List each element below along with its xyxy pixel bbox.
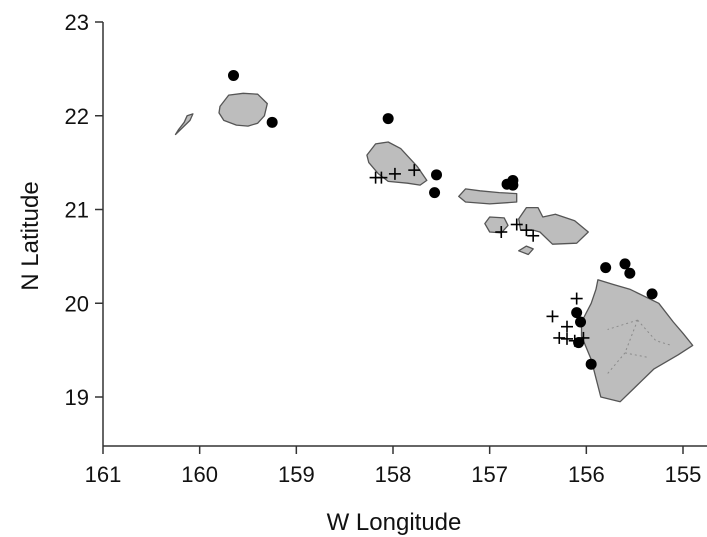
- molokai-island: [458, 188, 518, 205]
- x-tick-label: 160: [181, 462, 218, 487]
- circle-data-point: [646, 288, 658, 300]
- circle-data-point: [575, 316, 587, 328]
- x-axis-title: W Longitude: [327, 509, 462, 536]
- x-tick-label: 159: [278, 462, 315, 487]
- plus-data-point: [495, 226, 508, 238]
- plus-data-point: [527, 229, 540, 242]
- circle-data-point: [624, 267, 636, 279]
- circle-data-point: [619, 258, 631, 270]
- plus-data-point: [570, 292, 583, 305]
- circle-data-point: [228, 69, 239, 81]
- plus-data-point: [520, 224, 533, 237]
- x-tick-label: 161: [85, 462, 122, 487]
- hawaii-island: [580, 279, 694, 403]
- circle-data-point: [429, 187, 441, 199]
- circle-data-point: [600, 262, 612, 274]
- niihau-island: [174, 113, 194, 136]
- island-ridges-layer: [607, 319, 672, 374]
- circle-data-point: [571, 307, 583, 319]
- axis-ticks: 161 160 159 158 157 156 155 19 20 21 22 23: [65, 10, 702, 487]
- ridge-line: [624, 352, 650, 359]
- y-tick-label: 21: [65, 198, 89, 223]
- plus-data-point: [408, 164, 421, 177]
- x-tick-label: 158: [375, 462, 412, 487]
- y-tick-label: 22: [65, 104, 89, 129]
- plus-data-point: [510, 218, 523, 231]
- maui-island: [518, 206, 589, 245]
- plus-data-point: [553, 331, 566, 344]
- ridge-line: [607, 319, 638, 330]
- circle-data-point: [573, 337, 585, 349]
- circle-data-point: [585, 358, 597, 370]
- plus-data-point: [388, 167, 401, 180]
- islands-layer: [174, 92, 694, 403]
- circle-data-point: [266, 116, 278, 128]
- plus-data-point: [561, 332, 573, 345]
- plot-frame: [102, 22, 707, 447]
- x-tick-label: 157: [471, 462, 508, 487]
- kahoolawe-island: [518, 245, 534, 256]
- x-tick-label: 155: [665, 462, 702, 487]
- plus-data-point: [375, 171, 388, 184]
- lanai-island: [484, 216, 509, 234]
- plus-data-point: [568, 334, 581, 347]
- circle-data-point: [507, 179, 519, 191]
- data-points-layer: [228, 69, 658, 370]
- y-axis-title: N Latitude: [17, 181, 44, 290]
- plus-data-point: [561, 320, 573, 333]
- plus-data-point: [577, 331, 590, 344]
- kauai-island: [218, 92, 268, 127]
- circle-data-point: [382, 113, 394, 125]
- y-tick-label: 23: [65, 10, 89, 35]
- plus-data-point: [546, 310, 559, 323]
- y-tick-label: 20: [65, 291, 89, 316]
- y-tick-label: 19: [65, 385, 89, 410]
- circle-data-point: [431, 169, 442, 181]
- x-tick-label: 156: [568, 462, 605, 487]
